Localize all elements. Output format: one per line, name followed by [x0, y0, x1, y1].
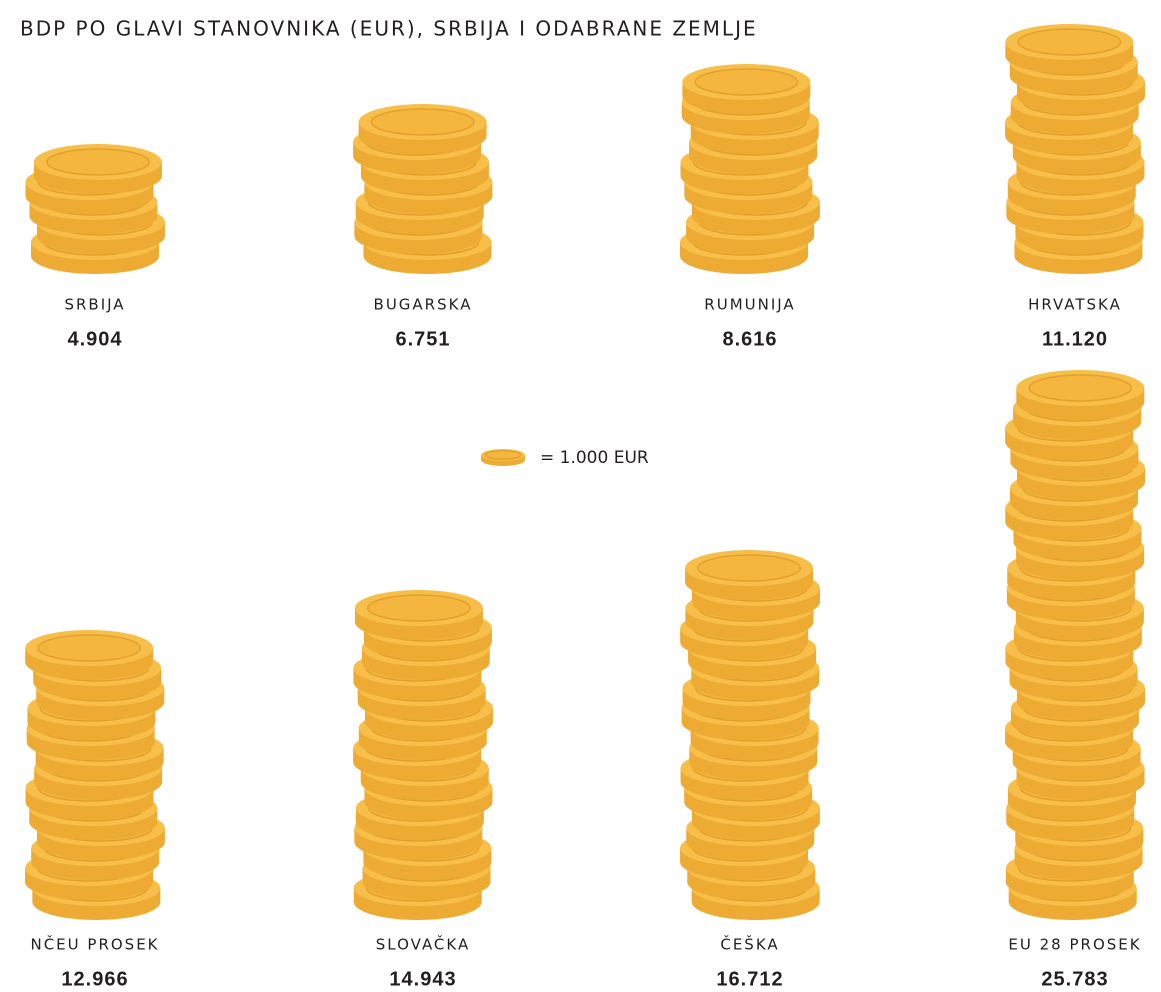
- coin-stack: [353, 104, 493, 274]
- value-label: 8.616: [722, 328, 777, 350]
- coin-inner: [1017, 28, 1122, 56]
- category-label: EU 28 PROSEK: [1008, 936, 1141, 954]
- coin-inner: [37, 634, 142, 662]
- coin-stack: [1005, 24, 1145, 274]
- category-label: HRVATSKA: [1028, 296, 1122, 314]
- coin-inner: [46, 148, 150, 176]
- chart-title: BDP PO GLAVI STANOVNIKA (EUR), SRBIJA I …: [20, 17, 758, 41]
- legend-label: = 1.000 EUR: [540, 448, 649, 468]
- coin-inner: [694, 68, 799, 96]
- coin-stack: [680, 64, 820, 274]
- value-label: 12.966: [61, 968, 128, 990]
- value-label: 16.712: [716, 968, 783, 990]
- coin-stack: [1005, 370, 1145, 920]
- value-label: 6.751: [395, 328, 450, 350]
- category-label: BUGARSKA: [374, 296, 473, 314]
- coin-inner: [366, 594, 471, 622]
- coin-inner: [370, 108, 475, 136]
- value-label: 4.904: [67, 328, 122, 350]
- coin-stack: [680, 550, 820, 920]
- category-label: SLOVAČKA: [376, 935, 471, 954]
- category-label: NČEU PROSEK: [30, 935, 159, 954]
- coin-inner: [484, 449, 522, 461]
- category-label: RUMUNIJA: [704, 296, 795, 314]
- legend-icon: [481, 449, 525, 466]
- value-label: 25.783: [1041, 968, 1108, 990]
- value-label: 14.943: [389, 968, 456, 990]
- coin-stack: [353, 590, 493, 920]
- coin-inner: [1028, 374, 1133, 402]
- value-label: 11.120: [1042, 328, 1108, 350]
- category-label: ČEŠKA: [720, 935, 779, 954]
- coin-stack: [25, 144, 165, 274]
- category-label: SRBIJA: [64, 296, 125, 314]
- coin-inner: [697, 554, 801, 582]
- coin-stack: [25, 630, 165, 920]
